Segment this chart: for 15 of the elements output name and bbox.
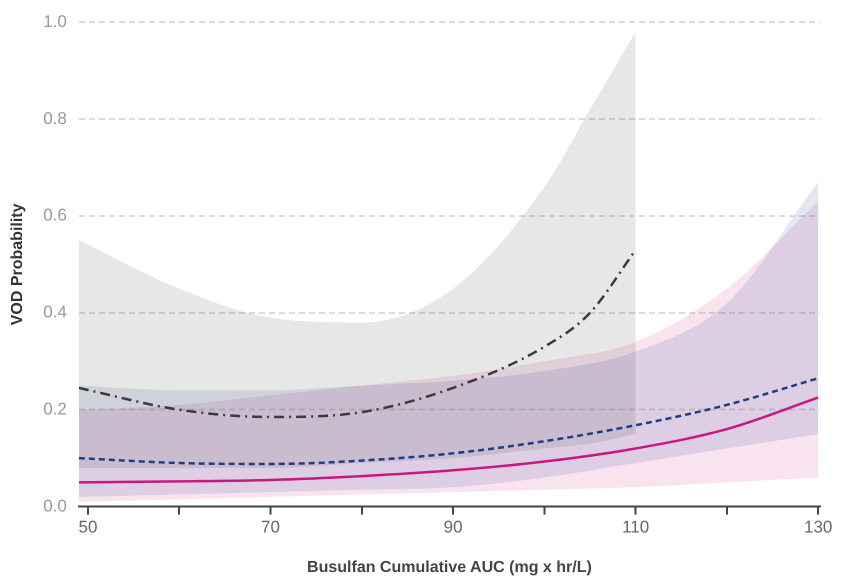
y-tick-label: 0.2 [43,399,67,418]
line-series [78,396,820,484]
y-tick-label: 0.4 [43,302,67,322]
y-tick-label: 0.0 [43,496,67,516]
x-tick-label: 110 [622,517,650,536]
y-tick-label: 1.0 [43,12,67,31]
y-axis-title: VOD Probability [9,203,26,326]
x-tick-label: 90 [444,517,463,536]
y-tick-label: 0.8 [43,108,67,128]
x-tick-label: 130 [804,517,832,536]
x-axis-title: Busulfan Cumulative AUC (mg x hr/L) [307,559,592,576]
x-tick-label: 50 [78,517,98,536]
x-tick-label: 70 [261,517,280,536]
line-series [78,376,820,466]
y-tick-label: 0.6 [43,206,67,225]
